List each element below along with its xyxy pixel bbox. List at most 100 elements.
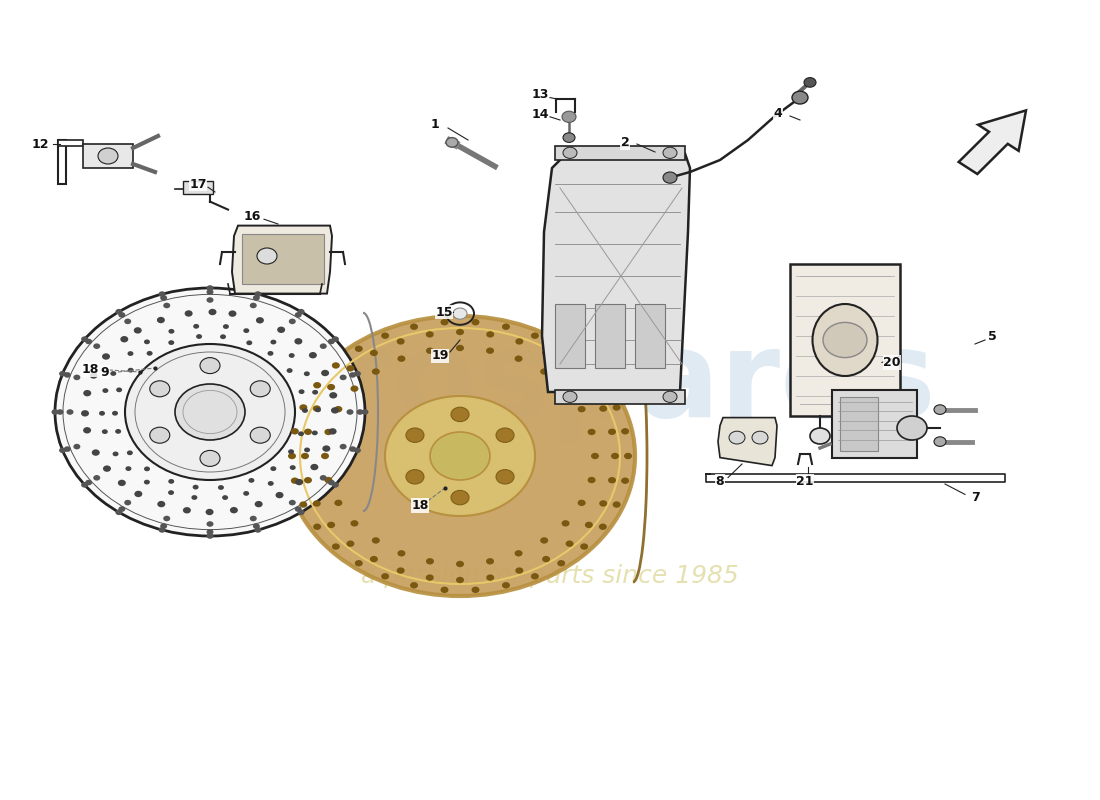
Circle shape (585, 522, 593, 528)
Circle shape (183, 507, 191, 514)
Circle shape (85, 338, 92, 344)
Circle shape (451, 407, 469, 422)
Circle shape (255, 501, 263, 507)
Circle shape (561, 520, 570, 526)
Circle shape (207, 522, 213, 527)
Circle shape (112, 411, 118, 416)
Circle shape (102, 430, 108, 434)
Polygon shape (542, 154, 690, 392)
Circle shape (321, 453, 329, 459)
Circle shape (84, 390, 91, 396)
Text: 7: 7 (970, 491, 979, 504)
Circle shape (328, 480, 334, 486)
Circle shape (254, 527, 262, 533)
Bar (58, 140, 82, 146)
Circle shape (578, 406, 585, 412)
Circle shape (426, 347, 434, 354)
Circle shape (729, 431, 745, 444)
Circle shape (168, 479, 174, 484)
Circle shape (355, 560, 363, 566)
Circle shape (486, 574, 494, 581)
Circle shape (271, 466, 276, 471)
Circle shape (397, 550, 406, 557)
Circle shape (565, 365, 573, 371)
Text: 20: 20 (883, 356, 901, 369)
Circle shape (175, 384, 245, 440)
Circle shape (804, 78, 816, 87)
Text: 16: 16 (243, 210, 261, 222)
Circle shape (119, 312, 125, 318)
Circle shape (410, 323, 418, 330)
Circle shape (502, 323, 510, 330)
Circle shape (410, 582, 418, 589)
Circle shape (608, 429, 616, 435)
Circle shape (200, 358, 220, 374)
Circle shape (610, 453, 619, 459)
Polygon shape (718, 418, 777, 466)
Circle shape (309, 352, 317, 358)
Circle shape (426, 574, 433, 581)
Circle shape (84, 427, 91, 434)
Circle shape (125, 466, 131, 471)
Circle shape (327, 522, 336, 528)
Circle shape (346, 541, 354, 547)
Circle shape (144, 466, 150, 471)
Circle shape (74, 444, 80, 450)
Circle shape (207, 297, 213, 302)
Circle shape (446, 138, 458, 147)
Circle shape (310, 464, 318, 470)
Circle shape (312, 390, 318, 394)
Circle shape (246, 341, 252, 346)
Circle shape (531, 573, 539, 579)
Circle shape (192, 485, 199, 490)
Circle shape (55, 288, 365, 536)
Circle shape (496, 470, 514, 484)
Circle shape (66, 409, 74, 414)
Circle shape (340, 444, 346, 450)
Text: 4: 4 (773, 107, 782, 120)
Circle shape (896, 416, 927, 440)
Circle shape (440, 319, 449, 326)
Circle shape (289, 500, 296, 506)
Circle shape (194, 324, 199, 329)
Bar (82, 144, 133, 168)
Circle shape (128, 368, 134, 373)
Circle shape (370, 556, 378, 562)
Circle shape (331, 407, 339, 414)
Text: 19: 19 (431, 350, 449, 362)
Circle shape (243, 491, 250, 496)
Bar (832, 390, 917, 458)
Circle shape (206, 509, 213, 515)
Circle shape (207, 530, 213, 534)
Circle shape (334, 500, 342, 506)
Circle shape (311, 430, 318, 435)
Circle shape (823, 322, 867, 358)
Bar (242, 234, 324, 284)
Circle shape (289, 465, 296, 470)
Circle shape (540, 538, 548, 544)
Bar (556, 304, 585, 368)
Circle shape (486, 558, 494, 565)
Circle shape (440, 586, 449, 593)
Circle shape (430, 432, 490, 480)
Bar (183, 181, 213, 194)
Circle shape (332, 336, 339, 342)
Circle shape (332, 543, 340, 550)
Text: 12: 12 (31, 138, 48, 150)
Circle shape (613, 502, 620, 508)
Circle shape (209, 309, 217, 315)
Bar (58, 140, 66, 184)
Circle shape (752, 431, 768, 444)
Circle shape (161, 295, 167, 301)
Text: 13: 13 (531, 88, 549, 101)
Circle shape (243, 328, 250, 333)
Circle shape (116, 309, 122, 314)
Circle shape (324, 477, 332, 483)
Text: a passion for parts since 1985: a passion for parts since 1985 (361, 564, 739, 588)
Circle shape (397, 338, 405, 345)
Circle shape (158, 527, 166, 533)
Circle shape (372, 538, 379, 544)
Circle shape (220, 334, 225, 339)
Circle shape (321, 370, 329, 376)
Circle shape (598, 382, 607, 389)
